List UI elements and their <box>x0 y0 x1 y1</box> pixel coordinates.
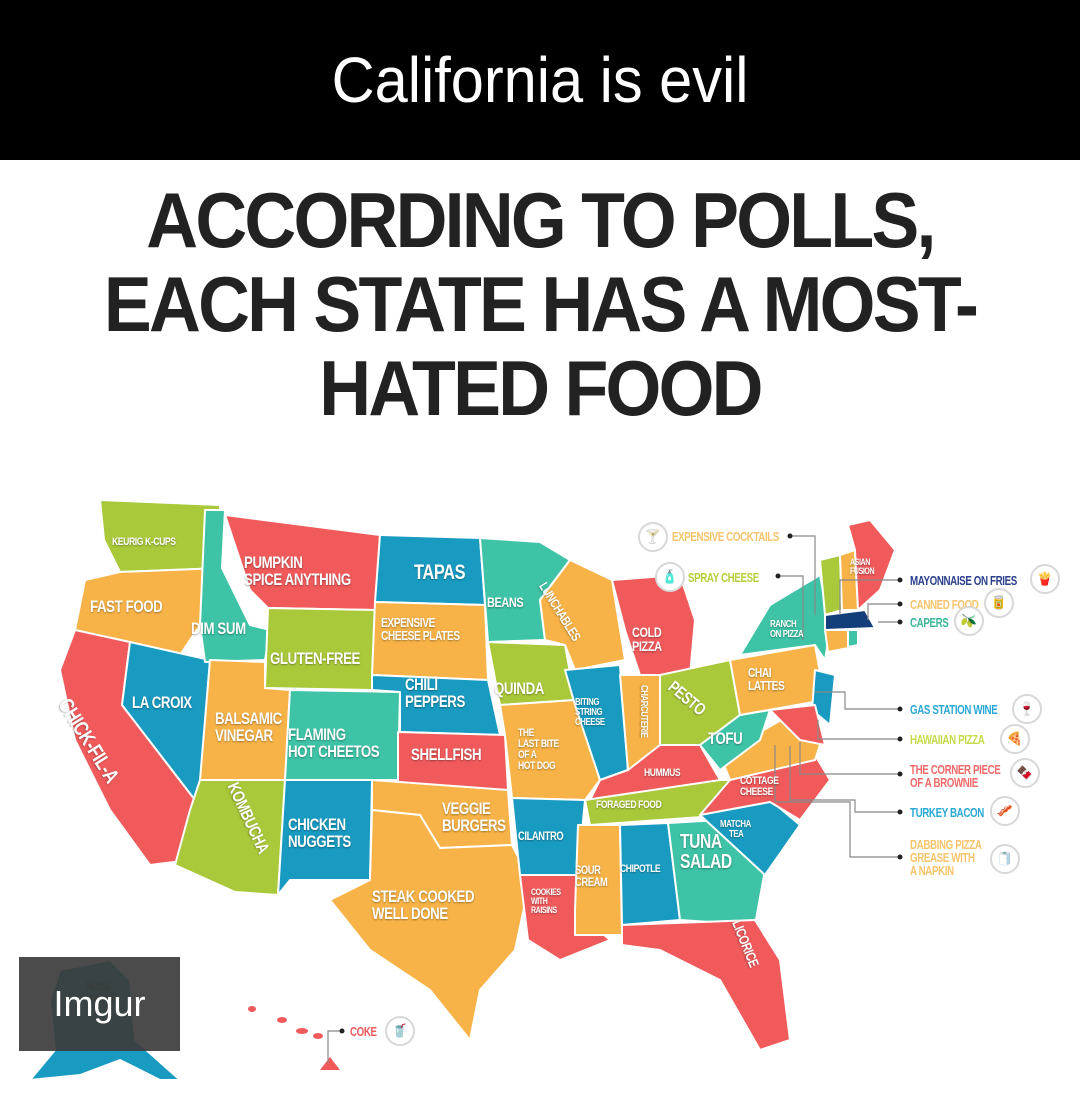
state-mississippi <box>574 824 623 936</box>
label-oklahoma: VEGGIE BURGERS <box>442 799 506 835</box>
state-rhode-island <box>847 629 859 648</box>
caption-text: California is evil <box>331 44 749 116</box>
label-south-carolina: MATCHA TEA <box>720 819 751 840</box>
label-mississippi: SOUR CREAM <box>575 863 608 889</box>
label-tennessee: FORAGED FOOD <box>596 799 662 811</box>
spray-can-icon: 🧴 <box>655 562 685 592</box>
label-new-mexico: CHICKEN NUGGETS <box>288 815 351 851</box>
cocktail-icon: 🍸 <box>638 522 668 552</box>
caption-bar: California is evil <box>0 0 1080 160</box>
headline-line-2: EACH STATE HAS A MOST- <box>103 260 979 348</box>
brownie-icon: 🍫 <box>1010 758 1040 788</box>
map-shapes <box>29 499 903 1081</box>
state-wisconsin <box>539 559 626 671</box>
capers-icon: 🫒 <box>954 606 984 636</box>
label-wyoming: GLUTEN-FREE <box>270 649 361 668</box>
label-missouri: THE LAST BITE OF A HOT DOG <box>518 727 559 772</box>
label-pennsylvania: CHAI LATTES <box>748 665 785 693</box>
label-nevada: LA CROIX <box>132 693 192 712</box>
callout-turkey-bacon: TURKEY BACON <box>910 805 984 820</box>
callout-coke: COKE <box>350 1024 377 1039</box>
state-maryland <box>769 704 826 746</box>
callout-capers: CAPERS <box>910 615 949 630</box>
callout-corner-piece-brownie: THE CORNER PIECE OF A BROWNIE <box>910 762 1001 790</box>
state-massachusetts <box>824 609 876 631</box>
soda-can-icon: 🥤 <box>385 1016 415 1046</box>
callout-gas-station-wine: GAS STATION WINE <box>910 702 998 717</box>
callout-spray-cheese: SPRAY CHEESE <box>688 570 759 585</box>
us-map: KEURIG K-CUPS FAST FOOD CHICK-FIL-A DIM … <box>0 480 1080 1106</box>
state-new-mexico <box>277 779 373 896</box>
label-texas: STEAK COOKED WELL DONE <box>372 887 475 923</box>
label-montana: PUMPKIN SPICE ANYTHING <box>244 553 351 589</box>
callout-dots <box>339 533 903 1034</box>
pizza-slice-icon: 🍕 <box>1000 724 1030 754</box>
label-new-york: RANCH ON PIZZA <box>770 619 804 640</box>
label-oregon: FAST FOOD <box>90 597 163 616</box>
label-maine: ASIAN FUSION <box>850 557 875 576</box>
fries-icon: 🍟 <box>1030 564 1060 594</box>
label-kansas: SHELLFISH <box>411 745 482 764</box>
label-idaho: DIM SUM <box>191 619 246 638</box>
state-new-jersey <box>811 669 836 726</box>
headline-line-3: HATED FOOD <box>319 344 763 432</box>
label-washington: KEURIG K-CUPS <box>112 536 176 548</box>
state-texas <box>329 809 531 1041</box>
state-new-york <box>739 574 831 661</box>
state-west-virginia <box>699 709 771 771</box>
state-hawaii <box>248 1006 340 1070</box>
headline-line-1: ACCORDING TO POLLS, <box>146 176 936 264</box>
label-utah: BALSAMIC VINEGAR <box>215 709 282 745</box>
imgur-watermark: Imgur <box>19 957 180 1051</box>
callout-mayonnaise-on-fries: MAYONNAISE ON FRIES <box>910 573 1017 588</box>
state-vermont <box>819 554 843 616</box>
label-south-dakota: EXPENSIVE CHEESE PLATES <box>381 615 460 643</box>
label-minnesota: BEANS <box>487 594 524 610</box>
napkin-icon: 🧻 <box>990 844 1020 874</box>
imgur-watermark-text: Imgur <box>53 983 146 1024</box>
label-west-virginia: TOFU <box>708 729 743 748</box>
label-georgia: TUNA SALAD <box>680 831 732 873</box>
can-icon: 🥫 <box>984 588 1014 618</box>
callout-lines <box>327 535 900 1063</box>
state-connecticut <box>824 629 849 653</box>
headline: ACCORDING TO POLLS, EACH STATE HAS A MOS… <box>0 178 1080 430</box>
state-florida <box>621 919 791 1051</box>
label-north-carolina: COTTAGE CHEESE <box>740 775 779 798</box>
callout-expensive-cocktails: EXPENSIVE COCKTAILS <box>672 529 780 544</box>
state-maine <box>847 519 896 611</box>
label-north-dakota: TAPAS <box>414 561 466 584</box>
label-colorado: FLAMING HOT CHEETOS <box>288 725 380 761</box>
label-iowa: QUINDA <box>494 679 544 698</box>
label-indiana: CHARCUTERIE <box>638 685 649 738</box>
label-alabama: CHIPOTLE <box>620 863 661 875</box>
callout-dabbing-pizza-grease: DABBING PIZZA GREASE WITH A NAPKIN <box>910 837 982 878</box>
label-nebraska: CHILI PEPPERS <box>405 675 465 711</box>
label-michigan: COLD PIZZA <box>632 624 662 654</box>
label-arkansas: CILANTRO <box>518 829 564 843</box>
label-illinois: BITING STRING CHEESE <box>575 697 605 728</box>
wine-glass-icon: 🍷 <box>1012 694 1042 724</box>
callout-hawaiian-pizza: HAWAIIAN PIZZA <box>910 732 985 747</box>
bacon-icon: 🥓 <box>990 796 1020 826</box>
label-kentucky: HUMMUS <box>644 767 681 779</box>
label-louisiana: COOKIES WITH RAISINS <box>531 887 561 915</box>
